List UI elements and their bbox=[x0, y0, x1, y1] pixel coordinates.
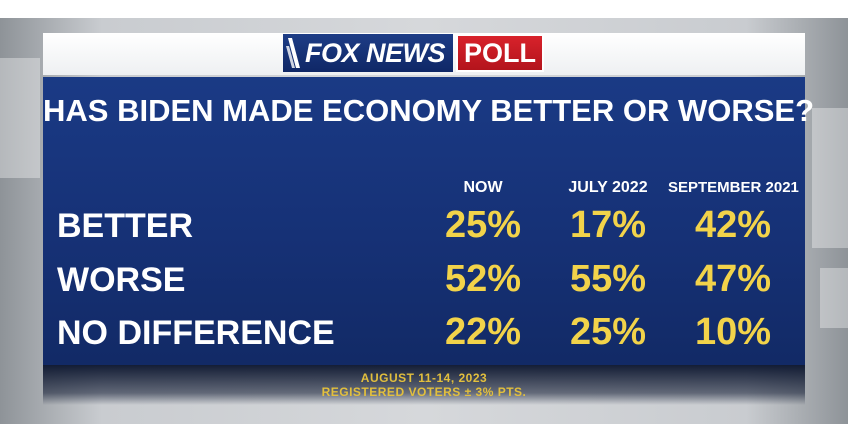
row-label-better: BETTER bbox=[57, 207, 193, 245]
backdrop-graphic bbox=[812, 108, 848, 248]
value-worse-july-2022: 55% bbox=[569, 258, 647, 300]
row-label-worse: WORSE bbox=[57, 261, 186, 299]
poll-footer: AUGUST 11-14, 2023 REGISTERED VOTERS ± 3… bbox=[43, 365, 805, 405]
column-header-july-2022: JULY 2022 bbox=[568, 179, 648, 196]
fox-news-poll-logo: FOX NEWS POLL bbox=[283, 34, 545, 72]
poll-dates: AUGUST 11-14, 2023 bbox=[360, 371, 488, 385]
backdrop-graphic bbox=[0, 58, 40, 178]
value-worse-now: 52% bbox=[444, 258, 522, 300]
poll-question: HAS BIDEN MADE ECONOMY BETTER OR WORSE? bbox=[43, 93, 815, 128]
column-header-september-2021: SEPTEMBER 2021 bbox=[668, 179, 799, 196]
poll-sample-info: REGISTERED VOTERS ± 3% PTS. bbox=[321, 385, 527, 399]
value-no-difference-now: 22% bbox=[444, 311, 522, 353]
logo-brand: FOX NEWS bbox=[305, 37, 446, 68]
fox-news-logo: FOX NEWS bbox=[283, 34, 454, 72]
value-better-july-2022: 17% bbox=[569, 204, 647, 246]
value-better-now: 25% bbox=[444, 204, 522, 246]
value-no-difference-july-2022: 25% bbox=[569, 311, 647, 353]
value-worse-september-2021: 47% bbox=[694, 258, 772, 300]
fox-stripes-icon bbox=[286, 38, 300, 68]
poll-badge: POLL bbox=[456, 34, 545, 72]
value-better-september-2021: 42% bbox=[694, 204, 772, 246]
column-header-now: NOW bbox=[463, 179, 503, 196]
value-no-difference-september-2021: 10% bbox=[694, 311, 772, 353]
row-label-no-difference: NO DIFFERENCE bbox=[57, 314, 335, 352]
backdrop-graphic bbox=[820, 268, 848, 328]
poll-panel: HAS BIDEN MADE ECONOMY BETTER OR WORSE? … bbox=[43, 77, 815, 365]
